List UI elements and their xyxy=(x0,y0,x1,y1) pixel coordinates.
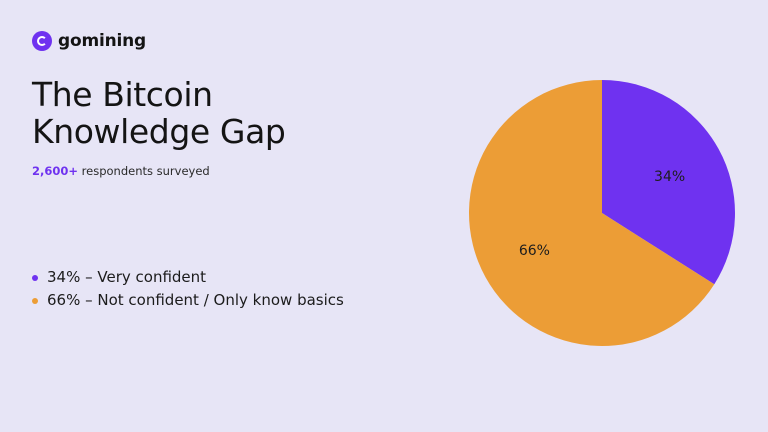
brand-logo: gomining xyxy=(32,31,146,51)
legend-item-very-confident: 34% – Very confident xyxy=(32,266,344,289)
legend-item-not-confident: 66% – Not confident / Only know basics xyxy=(32,289,344,312)
legend-dot-orange xyxy=(32,297,38,304)
page-title: The Bitcoin Knowledge Gap xyxy=(32,75,286,151)
pie-slice-1 xyxy=(469,80,715,346)
gomining-logo-icon xyxy=(32,31,52,51)
pie-slice-0 xyxy=(602,80,735,285)
legend-label: 66% – Not confident / Only know basics xyxy=(47,291,344,309)
pie-chart: 34% 66% xyxy=(469,80,735,346)
subtitle-text: respondents surveyed xyxy=(78,164,210,178)
respondent-count: 2,600+ xyxy=(32,164,79,178)
legend-dot-purple xyxy=(32,274,38,281)
pie-slice-label: 34% xyxy=(654,169,685,185)
pie-slice-label: 66% xyxy=(519,243,550,259)
subtitle: 2,600+ respondents surveyed xyxy=(32,164,210,178)
legend: 34% – Very confident 66% – Not confident… xyxy=(32,266,344,312)
legend-label: 34% – Very confident xyxy=(47,268,207,286)
brand-name: gomining xyxy=(58,31,146,51)
